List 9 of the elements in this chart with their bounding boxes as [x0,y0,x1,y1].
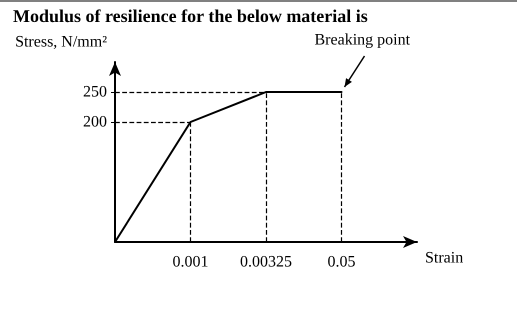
y-axis-title: Stress, N/mm² [15,34,108,50]
x-tick-label: 0.00325 [240,254,292,270]
y-tick-label: 250 [83,84,107,100]
x-tick-label: 0.05 [328,254,356,270]
y-tick-label: 200 [83,114,107,130]
annotation: Breaking point [314,32,411,48]
x-tick-label: 0.001 [172,254,208,270]
chart-title: Modulus of resilience for the below material is [13,6,368,26]
x-axis-title: Strain [425,250,464,266]
